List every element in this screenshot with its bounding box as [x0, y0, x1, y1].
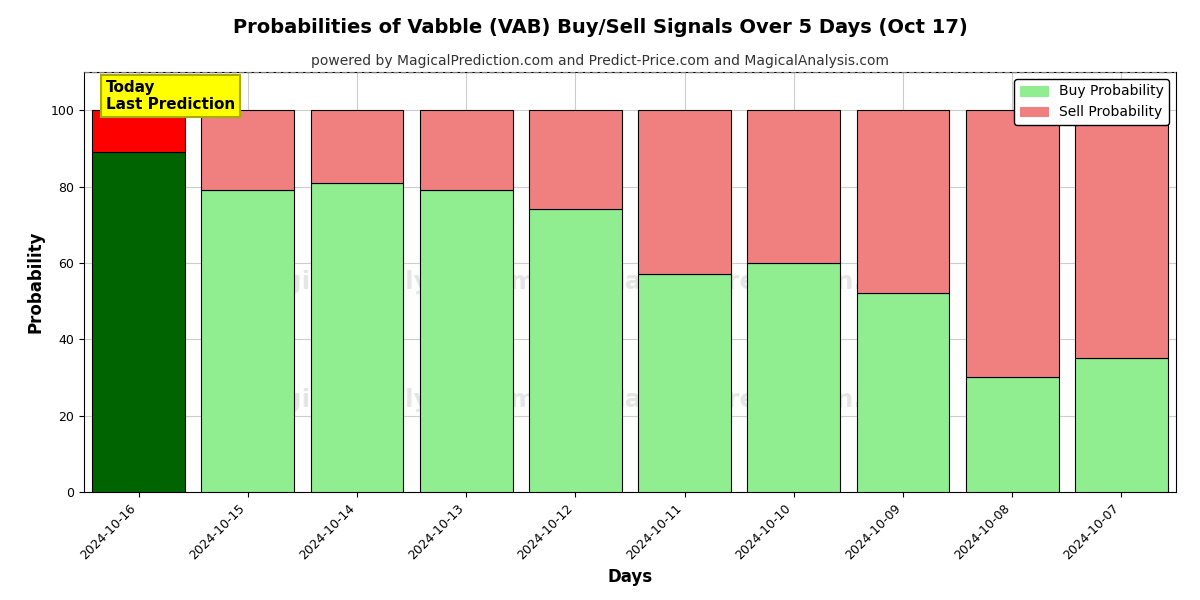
Bar [529, 110, 622, 209]
Bar [748, 110, 840, 263]
Bar [638, 274, 731, 492]
Bar [966, 110, 1058, 377]
Bar [638, 110, 731, 274]
Text: Today
Last Prediction: Today Last Prediction [106, 80, 235, 112]
Bar [311, 110, 403, 183]
Bar [202, 110, 294, 190]
Bar [311, 183, 403, 492]
Text: MagicalAnalysis.com: MagicalAnalysis.com [242, 388, 536, 412]
Bar [420, 190, 512, 492]
Text: MagicalPrediction.com: MagicalPrediction.com [600, 270, 922, 294]
Bar [857, 110, 949, 293]
Text: MagicalPrediction.com: MagicalPrediction.com [600, 388, 922, 412]
Legend: Buy Probability, Sell Probability: Buy Probability, Sell Probability [1014, 79, 1169, 125]
Bar [92, 152, 185, 492]
Bar [1075, 358, 1168, 492]
Bar [748, 263, 840, 492]
X-axis label: Days: Days [607, 568, 653, 586]
Text: Probabilities of Vabble (VAB) Buy/Sell Signals Over 5 Days (Oct 17): Probabilities of Vabble (VAB) Buy/Sell S… [233, 18, 967, 37]
Y-axis label: Probability: Probability [26, 231, 44, 333]
Text: MagicalAnalysis.com: MagicalAnalysis.com [242, 270, 536, 294]
Bar [420, 110, 512, 190]
Bar [202, 190, 294, 492]
Bar [529, 209, 622, 492]
Bar [966, 377, 1058, 492]
Bar [92, 110, 185, 152]
Bar [1075, 110, 1168, 358]
Bar [857, 293, 949, 492]
Text: powered by MagicalPrediction.com and Predict-Price.com and MagicalAnalysis.com: powered by MagicalPrediction.com and Pre… [311, 54, 889, 68]
